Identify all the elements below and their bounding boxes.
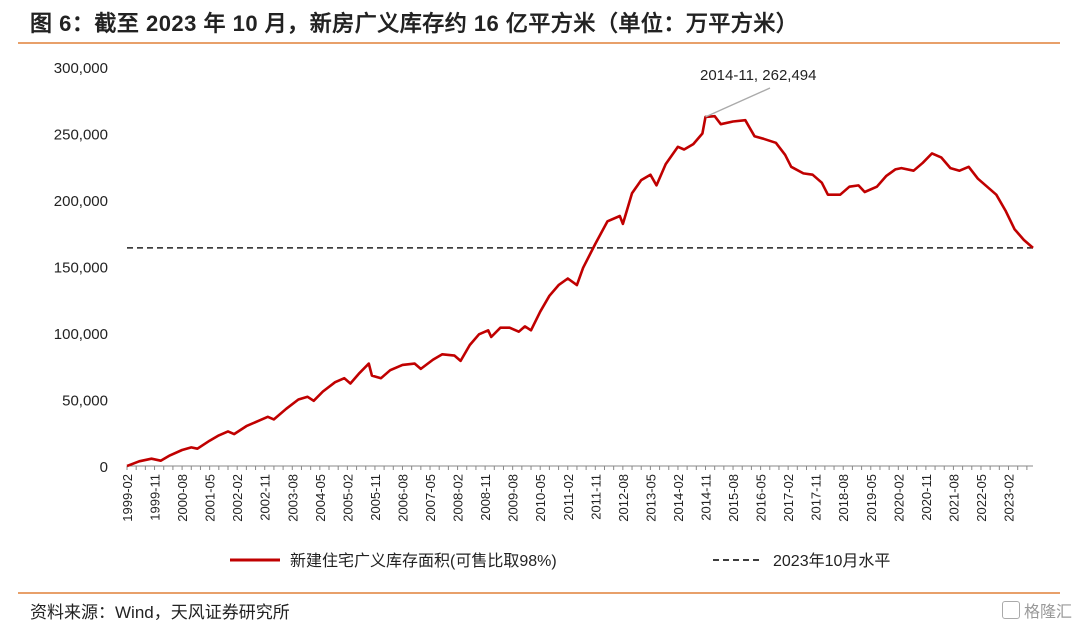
page-title: 图 6：截至 2023 年 10 月，新房广义库存约 16 亿平方米（单位：万平…: [30, 11, 799, 36]
x-tick-label: 2015-08: [726, 474, 741, 522]
y-tick-label: 150,000: [54, 260, 108, 277]
x-tick-label: 2014-02: [671, 474, 686, 522]
x-tick-label: 2017-11: [809, 474, 824, 521]
x-tick-label: 2022-05: [974, 474, 989, 522]
x-tick-label: 1999-11: [148, 474, 163, 521]
x-tick-label: 2007-05: [423, 474, 438, 522]
x-tick-label: 2017-02: [781, 474, 796, 522]
x-tick-label: 2004-05: [313, 474, 328, 522]
x-tick-label: 2002-02: [230, 474, 245, 522]
y-tick-label: 50,000: [62, 393, 108, 410]
x-tick-label: 2006-08: [395, 474, 410, 522]
y-tick-label: 200,000: [54, 193, 108, 210]
x-tick-label: 2002-11: [258, 474, 273, 521]
source-note: 资料来源：Wind，天风证券研究所: [30, 603, 290, 622]
annotation-layer: 2014-11, 262,494: [700, 67, 817, 118]
y-tick-label: 300,000: [54, 60, 108, 77]
x-tick-label: 2011-02: [561, 474, 576, 521]
y-tick-label: 100,000: [54, 326, 108, 343]
footer-divider: [18, 592, 1060, 594]
x-tick-label: 2020-11: [919, 474, 934, 521]
annotation-leader: [705, 87, 771, 118]
y-tick-label: 250,000: [54, 127, 108, 144]
watermark: 格隆汇: [1001, 598, 1072, 622]
x-tick-label: 2018-08: [836, 474, 851, 522]
x-tick-label: 2005-11: [368, 474, 383, 521]
x-tick-label: 2005-02: [340, 474, 355, 522]
inventory-line-chart: 0 50,000 100,000 150,000 200,000 250,000 300,0…: [54, 60, 1034, 570]
x-tick-label: 2023-02: [1002, 474, 1017, 522]
legend-label-inventory: 新建住宅广义库存面积(可售比取98%): [290, 552, 557, 570]
x-tick-label: 2008-02: [451, 474, 466, 522]
x-tick-label: 1999-02: [120, 474, 135, 522]
x-tick-label: 2011-11: [588, 474, 603, 520]
x-tick-label: 2014-11: [698, 474, 713, 521]
annotation-label: 2014-11, 262,494: [700, 67, 817, 84]
x-tick-label: 2009-08: [506, 474, 521, 522]
x-tick-label: 2012-08: [616, 474, 631, 522]
x-tick-label: 2020-02: [891, 474, 906, 522]
series-line-inventory: [126, 114, 1034, 468]
x-tick-label: 2000-08: [175, 474, 190, 522]
x-tick-label: 2016-05: [754, 474, 769, 522]
title-divider: [18, 42, 1060, 44]
watermark-text: 格隆汇: [1023, 604, 1072, 621]
chart-legend: 新建住宅广义库存面积(可售比取98%) 2023年10月水平: [230, 552, 890, 570]
y-axis: 0 50,000 100,000 150,000 200,000 250,000 300,0…: [54, 60, 108, 476]
series-layer: [126, 114, 1034, 468]
x-tick-label: 2013-05: [643, 474, 658, 522]
x-tick-label: 2010-05: [533, 474, 548, 522]
x-tick-label: 2003-08: [285, 474, 300, 522]
x-axis: 1999-02 1999-11 2000-08 2001-05 2002-02 2002-…: [120, 465, 1033, 522]
legend-label-reference: 2023年10月水平: [773, 552, 890, 570]
x-tick-label: 2021-08: [946, 474, 961, 522]
y-tick-label: 0: [100, 459, 108, 476]
x-tick-label: 2008-11: [478, 474, 493, 521]
square-logo-icon: [1001, 601, 1020, 619]
x-tick-label: 2019-05: [864, 474, 879, 522]
x-tick-label: 2001-05: [203, 474, 218, 522]
